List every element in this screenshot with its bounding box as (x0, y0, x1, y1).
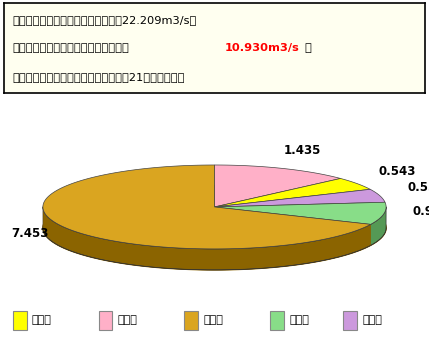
Polygon shape (214, 165, 341, 207)
Text: 0.543: 0.543 (378, 165, 416, 178)
Text: 0.559: 0.559 (407, 181, 429, 194)
Text: 群馬県: 群馬県 (118, 315, 137, 325)
Text: 7.453: 7.453 (11, 227, 48, 240)
Text: 暫定水利権として取得し給水。（平成21年４月現在）: 暫定水利権として取得し給水。（平成21年４月現在） (13, 72, 185, 82)
Text: 茨城県: 茨城県 (32, 315, 51, 325)
Polygon shape (214, 202, 386, 224)
Text: 千葉県: 千葉県 (289, 315, 309, 325)
Text: 埼玉県: 埼玉県 (203, 315, 223, 325)
Bar (343, 311, 357, 330)
Text: １都４県では、ハッ場ダム開発水量22.209m3/sの: １都４県では、ハッ場ダム開発水量22.209m3/sの (13, 14, 197, 24)
Polygon shape (43, 186, 386, 270)
Bar (13, 311, 27, 330)
Polygon shape (43, 165, 371, 249)
Text: 0.940: 0.940 (413, 205, 429, 218)
Bar (184, 311, 198, 330)
Text: うち、水需要にこたえるため、既に、: うち、水需要にこたえるため、既に、 (13, 43, 130, 53)
Bar (270, 311, 284, 330)
Bar (99, 311, 112, 330)
Polygon shape (214, 207, 371, 245)
Text: 東京都: 東京都 (362, 315, 382, 325)
Polygon shape (371, 207, 386, 245)
Polygon shape (214, 179, 370, 207)
Polygon shape (214, 207, 371, 245)
Text: を: を (305, 43, 312, 53)
Text: 10.930m3/s: 10.930m3/s (225, 43, 300, 53)
Polygon shape (214, 189, 385, 207)
Polygon shape (43, 207, 371, 270)
Text: 1.435: 1.435 (284, 144, 321, 157)
